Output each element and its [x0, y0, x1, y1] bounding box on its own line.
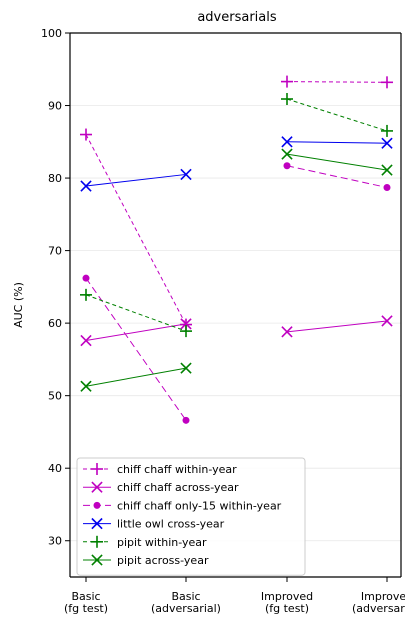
dot-marker — [82, 274, 90, 282]
x-marker — [91, 481, 103, 493]
plus-marker — [91, 463, 103, 475]
series-line — [85, 134, 187, 325]
series-chiff-chaff-across-year — [80, 315, 393, 347]
x-marker-b — [80, 180, 92, 192]
series-line — [85, 323, 187, 342]
series-line — [286, 141, 388, 144]
plus-marker — [381, 124, 393, 137]
x-marker — [80, 180, 92, 192]
x-marker-b — [180, 362, 192, 374]
series-chiff-chaff-within-year — [80, 75, 393, 331]
y-tick-label: 100 — [41, 27, 62, 40]
x-marker — [180, 168, 192, 181]
x-marker-b — [381, 164, 393, 176]
y-tick-label: 70 — [48, 245, 62, 258]
dot-marker — [182, 416, 190, 424]
series-pipit-within-year — [80, 93, 393, 338]
x-tick-label: Basic — [71, 590, 100, 603]
x-marker — [281, 136, 293, 148]
series-pipit-across-year — [80, 148, 393, 392]
x-marker-b — [91, 554, 103, 566]
x-tick-label: Improved — [361, 590, 405, 603]
x-marker-b — [281, 326, 293, 338]
y-tick-label: 90 — [48, 100, 62, 113]
x-marker-b — [91, 517, 103, 530]
series-layer — [80, 75, 393, 424]
x-marker — [381, 164, 393, 176]
plus-marker — [80, 288, 92, 301]
plus-marker — [80, 128, 92, 141]
series-line — [85, 277, 187, 421]
series-little-owl-cross-year — [80, 136, 393, 192]
series-line — [286, 81, 388, 83]
legend-label: pipit within-year — [117, 536, 207, 549]
x-tick-label: (fg test) — [265, 602, 309, 615]
series-chiff-chaff-only-15-within-year — [82, 162, 391, 424]
x-marker-b — [281, 136, 293, 148]
y-axis-title: AUC (%) — [12, 282, 25, 328]
x-marker-b — [180, 168, 192, 181]
plus-marker — [180, 325, 192, 338]
series-line — [85, 173, 187, 187]
dot-marker — [283, 162, 291, 170]
x-tick-label: (fg test) — [64, 602, 108, 615]
legend-label: chiff chaff across-year — [117, 481, 239, 494]
legend: chiff chaff within-year chiff chaff acros… — [76, 457, 306, 576]
dot-marker — [93, 501, 101, 509]
x-marker — [91, 554, 103, 566]
legend-label: little owl cross-year — [117, 518, 225, 531]
x-marker — [91, 517, 103, 530]
x-marker — [180, 362, 192, 374]
x-marker — [381, 315, 393, 327]
legend-label: chiff chaff only-15 within-year — [117, 499, 282, 512]
x-marker-b — [80, 334, 92, 347]
y-tick-label: 50 — [48, 390, 62, 403]
series-line — [85, 294, 187, 332]
x-marker — [80, 334, 92, 347]
x-marker — [281, 326, 293, 338]
x-marker-b — [91, 481, 103, 493]
x-marker — [381, 137, 393, 149]
legend-box — [76, 457, 306, 576]
x-marker — [281, 148, 293, 160]
x-marker — [180, 318, 192, 330]
series-line — [286, 165, 388, 188]
y-tick-label: 40 — [48, 462, 62, 475]
y-tick-label: 80 — [48, 172, 62, 185]
legend-label: chiff chaff within-year — [117, 463, 237, 476]
series-line — [85, 367, 187, 387]
series-line — [286, 98, 388, 132]
plus-marker — [281, 75, 293, 88]
series-line — [286, 153, 388, 171]
dot-marker — [383, 183, 391, 191]
x-marker — [80, 380, 92, 392]
plus-marker — [91, 535, 103, 548]
x-tick-label: Improved — [261, 590, 313, 603]
x-marker-b — [281, 148, 293, 160]
x-tick-label: (adversarial) — [352, 602, 405, 615]
plus-marker — [381, 76, 393, 89]
x-tick-label: Basic — [171, 590, 200, 603]
x-marker-b — [80, 380, 92, 392]
legend-label: pipit across-year — [117, 554, 209, 567]
y-tick-label: 60 — [48, 317, 62, 330]
x-marker-b — [381, 315, 393, 327]
y-tick-label: 30 — [48, 535, 62, 548]
series-line — [286, 320, 388, 333]
plus-marker — [281, 93, 293, 106]
x-marker-b — [180, 318, 192, 330]
x-marker-b — [381, 137, 393, 149]
x-tick-label: (adversarial) — [151, 602, 221, 615]
chart-title: adversarials — [197, 10, 277, 25]
